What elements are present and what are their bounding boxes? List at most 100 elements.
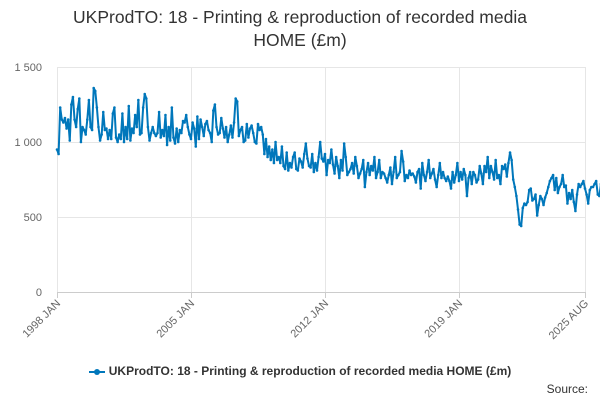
data-point[interactable] xyxy=(371,169,375,172)
data-point[interactable] xyxy=(487,176,491,180)
data-point[interactable] xyxy=(82,128,86,132)
data-point[interactable] xyxy=(232,121,236,124)
data-point[interactable] xyxy=(129,139,132,142)
data-point[interactable] xyxy=(420,161,424,165)
data-point[interactable] xyxy=(365,170,368,174)
data-point[interactable] xyxy=(553,188,556,192)
data-point[interactable] xyxy=(433,178,437,181)
data-point[interactable] xyxy=(221,127,225,130)
data-point[interactable] xyxy=(369,164,373,168)
data-point[interactable] xyxy=(267,145,271,148)
data-point[interactable] xyxy=(121,112,124,115)
data-point[interactable] xyxy=(529,187,533,190)
data-point[interactable] xyxy=(137,98,140,102)
data-point[interactable] xyxy=(583,187,587,190)
data-point[interactable] xyxy=(594,179,598,183)
data-point[interactable] xyxy=(168,139,172,142)
data-point[interactable] xyxy=(290,166,293,169)
data-point[interactable] xyxy=(306,157,309,160)
data-point[interactable] xyxy=(266,155,269,159)
data-point[interactable] xyxy=(406,176,410,180)
data-point[interactable] xyxy=(350,161,354,165)
data-point[interactable] xyxy=(330,148,333,151)
data-point[interactable] xyxy=(275,158,279,162)
data-point[interactable] xyxy=(424,179,427,183)
data-point[interactable] xyxy=(184,113,188,117)
data-point[interactable] xyxy=(561,173,564,177)
data-point[interactable] xyxy=(438,161,442,165)
data-point[interactable] xyxy=(156,131,159,135)
data-point[interactable] xyxy=(361,158,365,162)
data-point[interactable] xyxy=(271,148,274,151)
data-point[interactable] xyxy=(261,133,265,136)
data-point[interactable] xyxy=(71,95,75,99)
data-point[interactable] xyxy=(277,155,281,159)
data-point[interactable] xyxy=(287,169,290,172)
data-point[interactable] xyxy=(435,185,438,189)
data-point[interactable] xyxy=(90,128,94,132)
data-point[interactable] xyxy=(93,89,97,93)
data-point[interactable] xyxy=(76,107,80,111)
data-point[interactable] xyxy=(500,164,504,168)
data-point[interactable] xyxy=(293,151,296,154)
data-point[interactable] xyxy=(269,158,273,162)
data-point[interactable] xyxy=(355,164,359,168)
data-point[interactable] xyxy=(79,140,83,144)
data-point[interactable] xyxy=(452,181,456,184)
data-point[interactable] xyxy=(430,172,434,175)
data-point[interactable] xyxy=(449,187,453,190)
data-point[interactable] xyxy=(567,191,571,195)
data-point[interactable] xyxy=(486,155,489,159)
data-point[interactable] xyxy=(400,149,403,153)
data-point[interactable] xyxy=(263,152,266,156)
data-point[interactable] xyxy=(575,193,579,196)
data-point[interactable] xyxy=(379,176,383,180)
data-point[interactable] xyxy=(440,176,443,180)
data-point[interactable] xyxy=(467,176,470,180)
data-point[interactable] xyxy=(468,170,472,174)
data-point[interactable] xyxy=(393,155,397,159)
data-point[interactable] xyxy=(89,125,92,129)
data-point[interactable] xyxy=(382,172,386,175)
data-point[interactable] xyxy=(484,170,488,174)
data-point[interactable] xyxy=(117,133,121,136)
data-point[interactable] xyxy=(318,140,322,144)
data-point[interactable] xyxy=(60,118,64,121)
data-point[interactable] xyxy=(373,155,376,159)
data-point[interactable] xyxy=(274,140,277,144)
data-point[interactable] xyxy=(465,194,469,198)
data-point[interactable] xyxy=(192,127,196,130)
data-point[interactable] xyxy=(105,127,108,130)
data-point[interactable] xyxy=(443,176,446,180)
data-point[interactable] xyxy=(146,125,150,129)
data-point[interactable] xyxy=(390,182,394,186)
data-point[interactable] xyxy=(326,158,330,162)
data-point[interactable] xyxy=(208,131,212,135)
data-point[interactable] xyxy=(188,133,191,136)
data-point[interactable] xyxy=(148,139,151,142)
data-point[interactable] xyxy=(510,158,513,162)
data-point[interactable] xyxy=(65,127,68,130)
data-point[interactable] xyxy=(86,118,89,121)
data-point[interactable] xyxy=(197,137,201,141)
data-point[interactable] xyxy=(73,118,76,121)
data-point[interactable] xyxy=(259,125,263,129)
data-point[interactable] xyxy=(84,133,88,136)
data-point[interactable] xyxy=(497,173,501,177)
data-point[interactable] xyxy=(411,172,415,175)
data-point[interactable] xyxy=(505,175,509,178)
data-point[interactable] xyxy=(459,170,462,174)
data-point[interactable] xyxy=(196,115,199,118)
data-point[interactable] xyxy=(502,167,505,171)
data-point[interactable] xyxy=(143,92,147,96)
data-point[interactable] xyxy=(285,151,289,154)
data-point[interactable] xyxy=(416,170,419,174)
data-point[interactable] xyxy=(114,136,118,139)
data-point[interactable] xyxy=(456,161,459,165)
data-point[interactable] xyxy=(315,169,319,172)
data-point[interactable] xyxy=(338,176,341,180)
data-point[interactable] xyxy=(127,104,131,108)
data-point[interactable] xyxy=(483,164,486,168)
data-point[interactable] xyxy=(229,124,233,127)
data-point[interactable] xyxy=(349,167,352,171)
